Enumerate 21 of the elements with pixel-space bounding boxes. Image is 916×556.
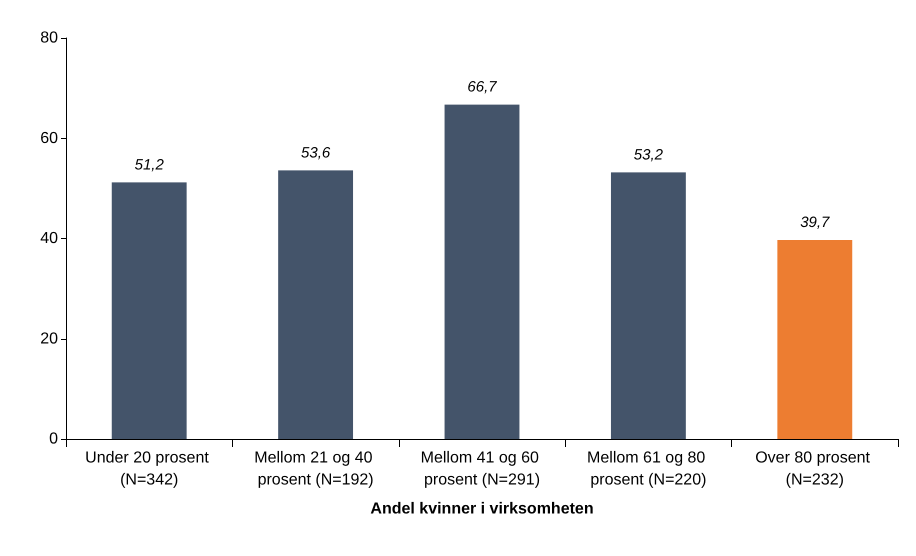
data-label: 39,7 [800,214,830,232]
y-tick-label: 60 [40,130,58,147]
bar [444,104,520,439]
data-label: 66,7 [467,78,498,96]
y-tick-label: 0 [49,430,58,448]
y-tick-label: 20 [40,330,58,348]
bar [610,172,686,439]
y-tick-label: 40 [40,230,58,247]
x-tick-label: Over 80 prosent (N=232) [755,450,874,488]
x-tick-label: Mellom 21 og 40 prosent (N=192) [254,450,377,488]
data-label: 53,6 [301,144,331,162]
bar [777,240,852,439]
bar [112,182,187,439]
x-tick-label: Mellom 61 og 80 prosent (N=220) [587,450,710,488]
data-label: 53,2 [634,146,664,164]
x-axis-title: Andel kvinner i virksomheten [370,500,594,518]
data-label: 51,2 [134,156,164,174]
x-tick-label: Mellom 41 og 60 prosent (N=291) [420,450,544,488]
y-tick-label: 80 [40,30,58,46]
x-tick-label: Under 20 prosent (N=342) [85,450,214,488]
bar [278,170,354,439]
